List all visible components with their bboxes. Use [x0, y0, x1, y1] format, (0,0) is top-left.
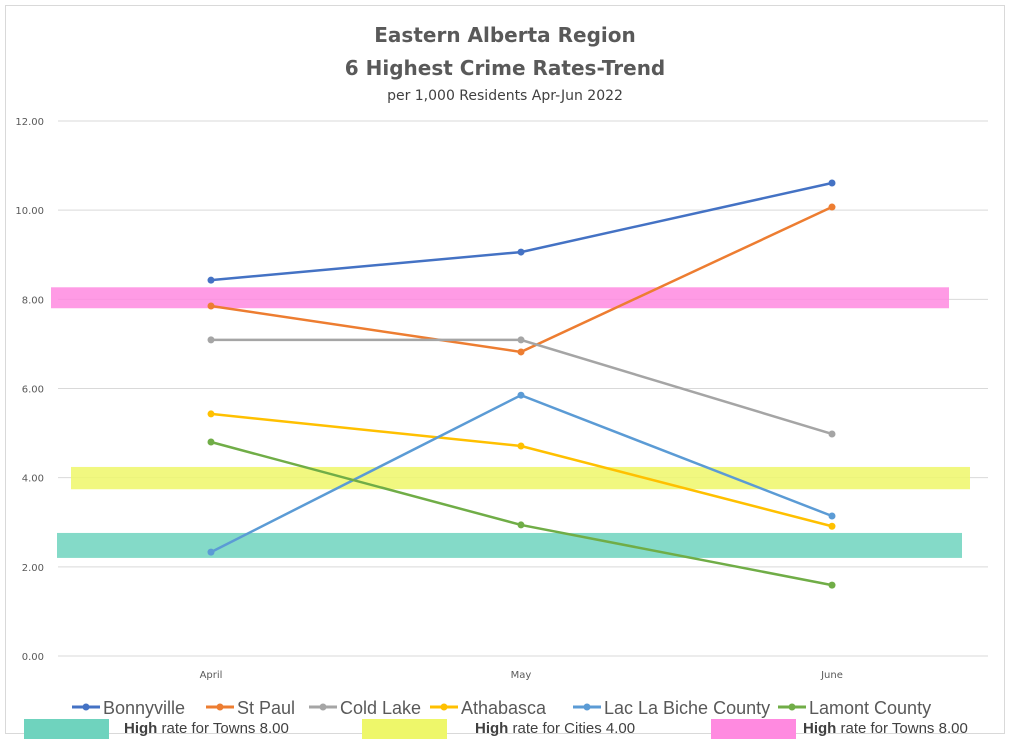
- legend-label: Lamont County: [809, 698, 931, 718]
- legend-marker-dot: [583, 703, 591, 711]
- data-point: [517, 391, 525, 399]
- data-point: [207, 302, 215, 310]
- legend-marker-dot: [440, 703, 448, 711]
- data-point: [517, 248, 525, 256]
- y-tick-label: 4.00: [22, 474, 44, 485]
- chart-title-line2: 6 Highest Crime Rates-Trend: [345, 56, 666, 80]
- x-tick-label: May: [511, 670, 532, 681]
- legend-band-swatch: [711, 719, 796, 739]
- threshold-band: [51, 287, 949, 309]
- y-tick-label: 2.00: [22, 563, 44, 574]
- legend-label: Cold Lake: [340, 698, 421, 718]
- chart-border: [5, 5, 1005, 734]
- data-point: [207, 276, 215, 284]
- legend-marker-dot: [319, 703, 327, 711]
- data-point: [828, 512, 836, 520]
- legend-marker-dot: [216, 703, 224, 711]
- data-point: [207, 548, 215, 556]
- y-tick-label: 12.00: [15, 117, 44, 128]
- legend-band-swatch: [362, 719, 447, 739]
- data-point: [517, 521, 525, 529]
- legend-band-swatch: [24, 719, 109, 739]
- x-tick-label: April: [200, 670, 223, 681]
- data-point: [828, 203, 836, 211]
- legend-label: Bonnyville: [103, 698, 185, 718]
- legend-band-label: High rate for Towns 8.00: [803, 720, 968, 737]
- y-tick-label: 6.00: [22, 385, 44, 396]
- y-tick-label: 10.00: [15, 206, 44, 217]
- threshold-band: [57, 532, 962, 558]
- legend-marker-dot: [788, 703, 796, 711]
- data-point: [828, 581, 836, 589]
- legend-marker-dot: [82, 703, 90, 711]
- legend-label: St Paul: [237, 698, 295, 718]
- y-tick-label: 0.00: [22, 652, 44, 663]
- chart-title: Eastern Alberta Region: [374, 23, 635, 47]
- data-point: [207, 336, 215, 344]
- data-point: [828, 430, 836, 438]
- x-tick-label: June: [820, 670, 843, 681]
- y-tick-label: 8.00: [22, 295, 44, 306]
- data-point: [828, 179, 836, 187]
- data-point: [517, 348, 525, 356]
- data-point: [207, 438, 215, 446]
- legend-band-label: High rate for Towns 8.00: [124, 720, 289, 737]
- legend-band-label: High rate for Cities 4.00: [475, 720, 635, 737]
- threshold-band: [71, 466, 970, 490]
- data-point: [207, 410, 215, 418]
- legend-label: Lac La Biche County: [604, 698, 770, 718]
- data-point: [517, 336, 525, 344]
- chart-subtitle: per 1,000 Residents Apr-Jun 2022: [387, 88, 623, 104]
- data-point: [517, 442, 525, 450]
- legend-label: Athabasca: [461, 698, 547, 718]
- data-point: [828, 522, 836, 530]
